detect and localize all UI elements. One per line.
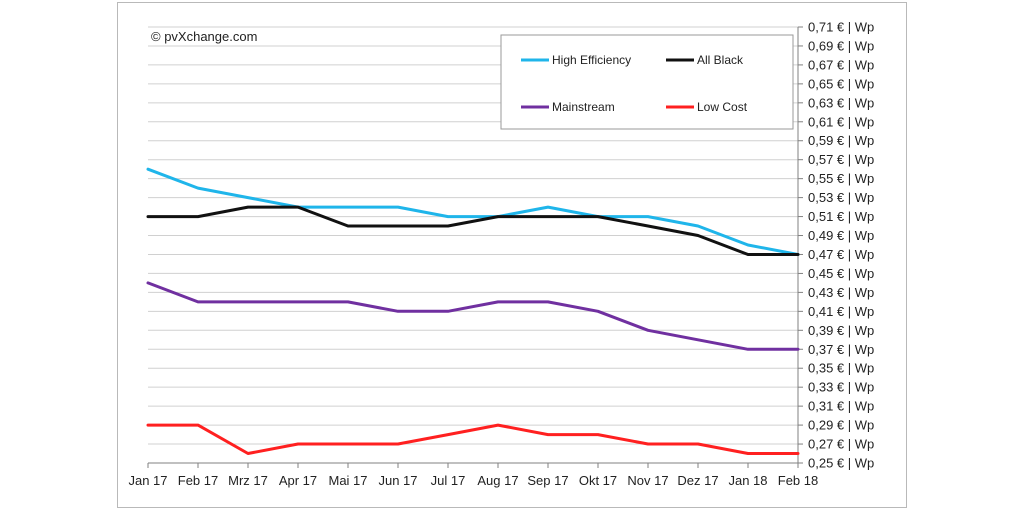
y-tick-label: 0,51 € | Wp — [808, 209, 874, 224]
legend-label-high-efficiency: High Efficiency — [552, 53, 631, 67]
series-lines — [146, 167, 800, 455]
y-tick-label: 0,27 € | Wp — [808, 437, 874, 452]
chart-frame: 0,25 € | Wp 0,27 € | Wp 0,29 € | Wp 0,31 € … — [117, 2, 907, 508]
y-tick-label: 0,71 € | Wp — [808, 20, 874, 35]
series-line-mainstream — [146, 281, 800, 351]
x-tick-label: Jun 17 — [378, 473, 417, 488]
y-tick-label: 0,43 € | Wp — [808, 285, 874, 300]
y-tick-label: 0,67 € | Wp — [808, 57, 874, 72]
y-tick-label: 0,69 € | Wp — [808, 38, 874, 53]
x-tick-label: Jul 17 — [431, 473, 466, 488]
y-tick-label: 0,63 € | Wp — [808, 95, 874, 110]
legend: High Efficiency All Black Mainstream Low Co… — [500, 34, 794, 130]
y-tick-label: 0,29 € | Wp — [808, 418, 874, 433]
series-line-all-black — [146, 205, 800, 256]
y-tick-label: 0,35 € | Wp — [808, 361, 874, 376]
series-line-high-efficiency — [146, 167, 800, 256]
y-tick-label: 0,39 € | Wp — [808, 323, 874, 338]
legend-label-mainstream: Mainstream — [552, 100, 615, 114]
y-tick-label: 0,45 € | Wp — [808, 266, 874, 281]
x-tick-label: Jan 17 — [128, 473, 167, 488]
y-tick-label: 0,49 € | Wp — [808, 228, 874, 243]
x-tick-label: Sep 17 — [527, 473, 568, 488]
y-tick-label: 0,41 € | Wp — [808, 304, 874, 319]
y-tick-label: 0,57 € | Wp — [808, 152, 874, 167]
y-axis-tick-labels: 0,25 € | Wp 0,27 € | Wp 0,29 € | Wp 0,31 € … — [808, 20, 874, 471]
y-tick-label: 0,31 € | Wp — [808, 399, 874, 414]
series-line-low-cost — [146, 423, 800, 455]
x-tick-label: Mrz 17 — [228, 473, 268, 488]
y-tick-label: 0,25 € | Wp — [808, 456, 874, 471]
y-tick-label: 0,47 € | Wp — [808, 247, 874, 262]
y-tick-label: 0,55 € | Wp — [808, 171, 874, 186]
x-tick-label: Okt 17 — [579, 473, 617, 488]
y-tick-label: 0,59 € | Wp — [808, 133, 874, 148]
line-chart: 0,25 € | Wp 0,27 € | Wp 0,29 € | Wp 0,31 € … — [128, 20, 874, 489]
copyright-text: © pvXchange.com — [151, 29, 257, 44]
x-tick-label: Aug 17 — [477, 473, 518, 488]
y-tick-label: 0,65 € | Wp — [808, 76, 874, 91]
axes — [147, 26, 803, 468]
legend-label-low-cost: Low Cost — [697, 100, 748, 114]
legend-box — [500, 34, 794, 130]
x-tick-label: Jan 18 — [728, 473, 767, 488]
x-axis-tick-labels: Jan 17 Feb 17 Mrz 17 Apr 17 Mai 17 Jun 17 Jul … — [128, 473, 818, 488]
y-tick-label: 0,61 € | Wp — [808, 114, 874, 129]
legend-label-all-black: All Black — [697, 53, 744, 67]
x-tick-label: Nov 17 — [627, 473, 668, 488]
x-tick-label: Apr 17 — [279, 473, 317, 488]
x-tick-label: Dez 17 — [677, 473, 718, 488]
x-tick-label: Mai 17 — [328, 473, 367, 488]
y-tick-label: 0,37 € | Wp — [808, 342, 874, 357]
x-tick-label: Feb 17 — [178, 473, 218, 488]
y-tick-label: 0,33 € | Wp — [808, 380, 874, 395]
y-tick-label: 0,53 € | Wp — [808, 190, 874, 205]
x-tick-label: Feb 18 — [778, 473, 818, 488]
